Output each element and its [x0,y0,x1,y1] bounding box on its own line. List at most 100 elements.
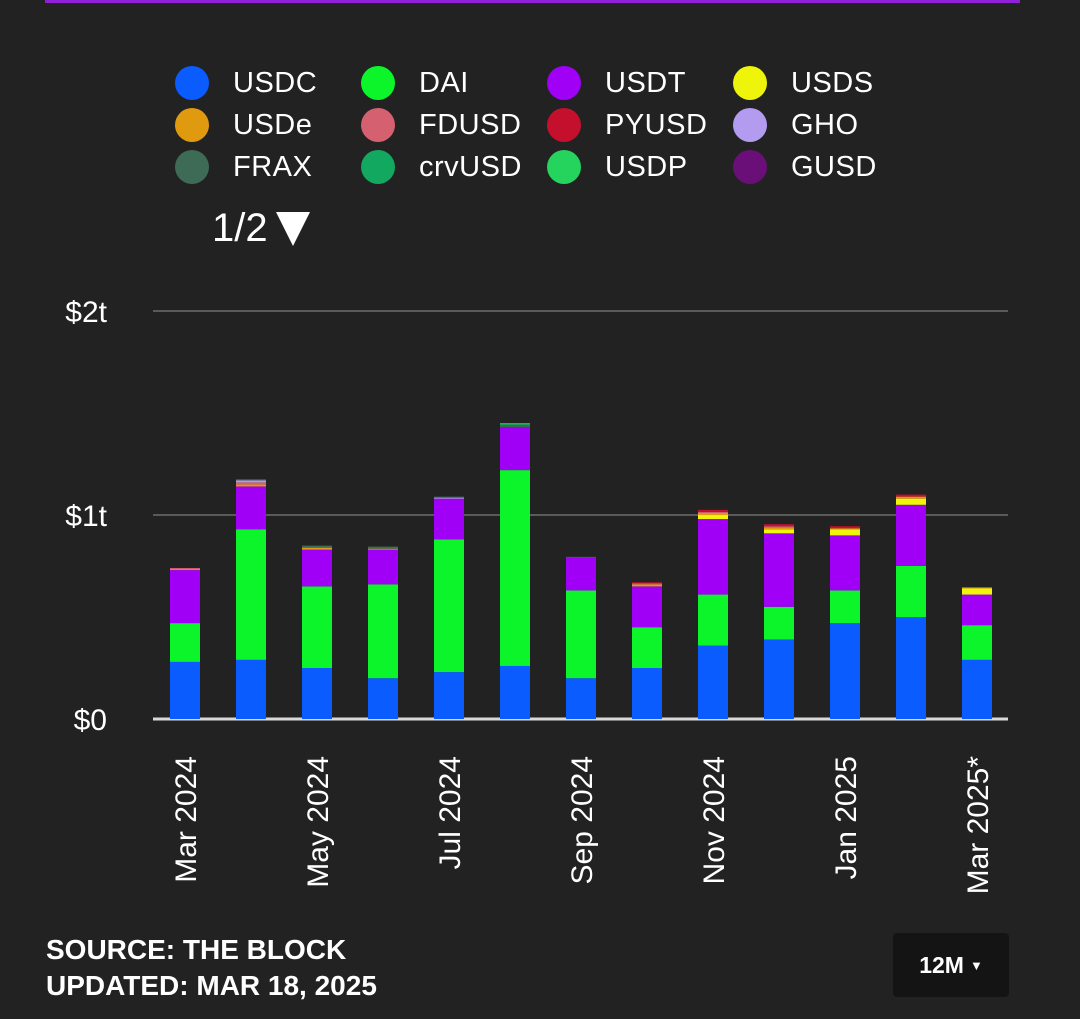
bar-segment[interactable] [632,586,662,628]
bar-segment[interactable] [170,623,200,662]
legend-item[interactable]: FDUSD [361,104,547,146]
time-range-button[interactable]: 12M ▼ [893,933,1009,997]
bar-segment[interactable] [236,480,266,483]
bar-segment[interactable] [896,498,926,505]
legend-pager[interactable]: 1/2 [212,206,310,251]
bar-segment[interactable] [830,535,860,591]
legend-item[interactable]: PYUSD [547,104,733,146]
bar-segment[interactable] [830,529,860,536]
bar-segment[interactable] [896,566,926,617]
bar-segment[interactable] [632,582,662,584]
bar-segment[interactable] [698,645,728,719]
bar-segment[interactable] [764,533,794,607]
bar-segment[interactable] [566,678,596,719]
bar-segment[interactable] [500,665,530,719]
legend-item[interactable]: FRAX [175,146,361,188]
bar-segment[interactable] [236,479,266,481]
bar-segment[interactable] [896,496,926,499]
bar-segment[interactable] [962,587,992,589]
bar-segment[interactable] [764,526,794,528]
bar-segment[interactable] [368,549,398,585]
bar-segment[interactable] [896,504,926,566]
legend-item[interactable]: GHO [733,104,919,146]
bar-segment[interactable] [170,568,200,570]
bar-segment[interactable] [236,529,266,660]
bar-segment[interactable] [962,659,992,719]
bar-segment[interactable] [434,497,464,499]
bar-segment[interactable] [236,484,266,487]
bar-segment[interactable] [434,539,464,673]
bar-segment[interactable] [698,515,728,520]
bar-segment[interactable] [632,668,662,719]
bar-segment[interactable] [962,588,992,595]
legend-item[interactable]: crvUSD [361,146,547,188]
legend-label: USDC [233,66,318,99]
bar-segment[interactable] [698,519,728,595]
legend-item[interactable]: DAI [361,62,547,104]
bar-segment[interactable] [632,627,662,668]
bar-segment[interactable] [236,659,266,719]
legend-item[interactable]: USDC [175,62,361,104]
bar-segment[interactable] [500,425,530,428]
legend-label: FRAX [233,150,313,183]
bar-segment[interactable] [698,511,728,513]
top-accent-rule [45,0,1020,3]
legend-item[interactable]: USDe [175,104,361,146]
bar-segment[interactable] [830,623,860,719]
bar-segment[interactable] [368,546,398,549]
bar-segment[interactable] [698,512,728,515]
bar-segment[interactable] [698,594,728,646]
legend-item[interactable]: USDS [733,62,919,104]
bar-segment[interactable] [566,557,596,591]
bar-segment[interactable] [962,594,992,626]
bar-segment[interactable] [896,617,926,719]
bar-segment[interactable] [368,584,398,679]
bar-segment[interactable] [632,584,662,587]
bar-segment[interactable] [302,547,332,550]
triangle-down-icon[interactable] [275,211,310,246]
legend-item[interactable]: GUSD [733,146,919,188]
bar-segment[interactable] [236,486,266,530]
bar-segment[interactable] [434,496,464,498]
bar-segment[interactable] [500,424,530,426]
bar-segment[interactable] [368,678,398,719]
bar-segment[interactable] [698,509,728,512]
bar-segment[interactable] [500,423,530,425]
legend-swatch [547,66,581,100]
bar-segment[interactable] [170,570,200,624]
bar-segment[interactable] [764,529,794,534]
legend-swatch [547,150,581,184]
legend-label: FDUSD [419,108,522,141]
bar-segment[interactable] [896,494,926,497]
bar-segment[interactable] [566,590,596,679]
chart-legend: USDC DAI USDT USDS USDe FDUSD PYUSD GHO FRAX crvU… [175,62,935,194]
bar-segment[interactable] [368,548,398,550]
bar-segment[interactable] [764,639,794,719]
bar-segment[interactable] [764,524,794,527]
legend-swatch [361,108,395,142]
bar-segment[interactable] [500,427,530,471]
bar-segment[interactable] [434,498,464,540]
bar-segment[interactable] [830,526,860,529]
bar-segment[interactable] [830,528,860,530]
bar-segment[interactable] [764,527,794,530]
bar-segment[interactable] [170,661,200,719]
legend-item[interactable]: USDT [547,62,733,104]
bar-segment[interactable] [962,625,992,660]
legend-item[interactable]: USDP [547,146,733,188]
source-text: SOURCE: THE BLOCK [46,934,347,965]
bar-segment[interactable] [302,549,332,587]
bar-segment[interactable] [764,606,794,640]
bar-segment[interactable] [302,545,332,548]
bar-segment[interactable] [302,668,332,719]
bar-segment[interactable] [170,569,200,571]
bar-segment[interactable] [566,556,596,558]
bar-segment[interactable] [632,583,662,585]
bar-segment[interactable] [302,586,332,668]
bar-segment[interactable] [830,590,860,624]
legend-label: DAI [419,66,469,99]
bar-segment[interactable] [434,672,464,719]
bar-segment[interactable] [236,482,266,485]
legend-swatch [175,66,209,100]
bar-segment[interactable] [500,470,530,666]
